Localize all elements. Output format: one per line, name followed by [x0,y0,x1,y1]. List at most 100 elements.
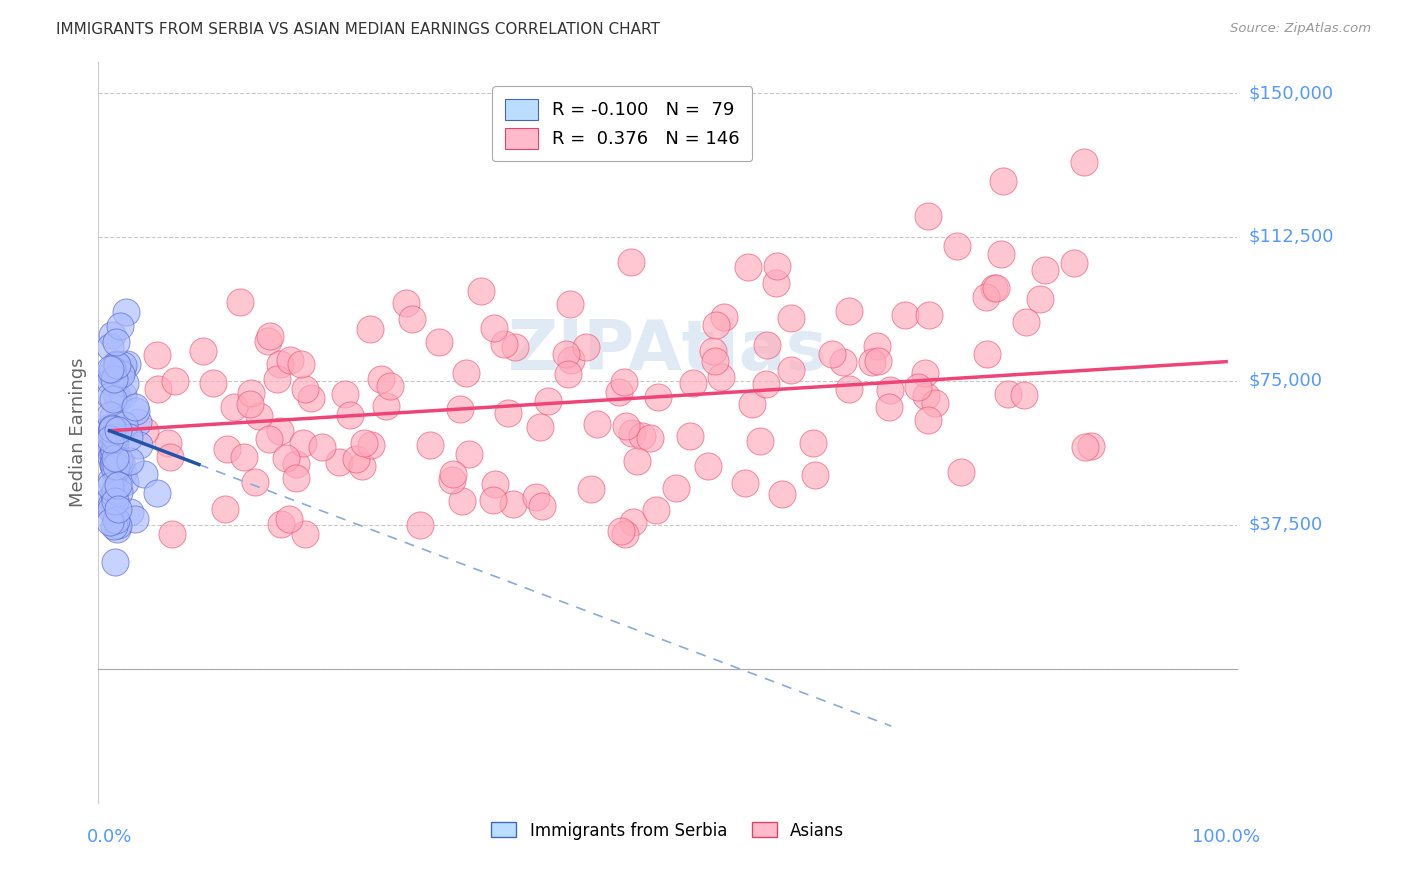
Point [105,522,128,536]
Point [997,386,1019,401]
Point [644,503,666,517]
Point [128,438,150,452]
Point [292,436,315,450]
Point [360,438,382,452]
Point [269,424,291,438]
Point [257,433,280,447]
Point [103,519,125,533]
Text: 0.0%: 0.0% [87,828,132,846]
Point [101,392,124,406]
Point [879,383,901,397]
Point [103,483,125,497]
Point [713,310,735,324]
Point [217,442,239,457]
Point [98,479,121,493]
Point [107,452,129,467]
Point [159,450,181,464]
Point [860,355,883,369]
Point [294,527,316,541]
Point [103,443,125,458]
Point [1074,440,1097,454]
Point [614,419,637,434]
Point [232,450,254,464]
Point [100,421,122,435]
Point [441,474,464,488]
Point [256,334,278,349]
Point [917,412,939,426]
Point [100,450,122,465]
Point [1029,293,1052,307]
Point [918,308,941,322]
Point [105,467,128,482]
Text: $150,000: $150,000 [1249,84,1333,102]
Point [328,455,350,469]
Point [821,346,844,360]
Point [529,420,551,434]
Point [877,400,900,414]
Point [101,361,124,376]
Point [638,431,661,445]
Point [734,476,756,491]
Point [157,435,180,450]
Point [124,401,146,415]
Point [945,239,967,253]
Point [110,368,132,382]
Point [191,343,214,358]
Point [610,524,633,539]
Point [163,374,186,388]
Point [983,281,1005,295]
Point [1014,388,1036,402]
Point [704,353,727,368]
Point [120,505,142,519]
Point [482,321,505,335]
Point [682,376,704,390]
Point [100,368,122,383]
Point [104,450,127,465]
Point [907,380,929,394]
Point [976,346,998,360]
Legend: Immigrants from Serbia, Asians: Immigrants from Serbia, Asians [485,815,851,847]
Point [924,396,946,410]
Point [101,409,124,423]
Point [524,490,547,504]
Point [111,467,134,481]
Point [831,355,853,369]
Point [103,460,125,475]
Text: $75,000: $75,000 [1249,372,1323,390]
Point [114,376,136,391]
Point [579,482,602,496]
Point [100,389,122,403]
Point [107,423,129,437]
Point [914,366,936,380]
Point [555,346,578,360]
Point [110,365,132,379]
Point [679,429,702,443]
Point [100,498,122,512]
Point [100,437,122,451]
Point [344,452,367,467]
Point [118,454,141,468]
Point [755,376,778,391]
Point [107,485,129,500]
Point [294,382,316,396]
Point [284,457,307,471]
Point [270,517,292,532]
Point [375,399,398,413]
Text: IMMIGRANTS FROM SERBIA VS ASIAN MEDIAN EARNINGS CORRELATION CHART: IMMIGRANTS FROM SERBIA VS ASIAN MEDIAN E… [56,22,659,37]
Point [494,337,516,351]
Point [990,247,1012,261]
Point [239,386,262,401]
Point [104,464,127,478]
Point [114,475,136,489]
Point [449,401,471,416]
Point [115,305,138,319]
Point [1063,255,1085,269]
Point [370,372,392,386]
Point [502,498,524,512]
Point [770,487,793,501]
Point [1033,262,1056,277]
Point [408,518,430,533]
Point [458,447,481,461]
Point [259,328,281,343]
Point [702,344,724,359]
